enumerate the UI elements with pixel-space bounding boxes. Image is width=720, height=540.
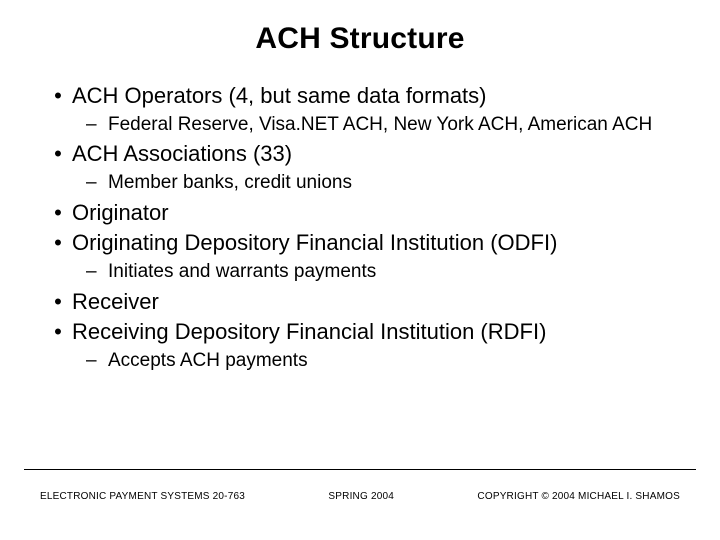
footer-right: COPYRIGHT © 2004 MICHAEL I. SHAMOS: [477, 491, 680, 502]
slide: ACH Structure • ACH Operators (4, but sa…: [0, 0, 720, 540]
bullet-rdfi: • Receiving Depository Financial Institu…: [44, 318, 680, 347]
bullet-odfi: • Originating Depository Financial Insti…: [44, 229, 680, 258]
dash-marker-icon: –: [86, 171, 108, 195]
bullet-text: ACH Operators (4, but same data formats): [72, 82, 680, 111]
dash-marker-icon: –: [86, 260, 108, 284]
bullet-receiver: • Receiver: [44, 288, 680, 317]
footer-divider: [24, 469, 696, 470]
bullet-marker-icon: •: [44, 82, 72, 111]
bullet-operators: • ACH Operators (4, but same data format…: [44, 82, 680, 111]
sub-bullet-rdfi-detail: – Accepts ACH payments: [44, 349, 680, 373]
sub-bullet-text: Member banks, credit unions: [108, 171, 680, 195]
bullet-text: ACH Associations (33): [72, 140, 680, 169]
dash-marker-icon: –: [86, 349, 108, 373]
slide-title: ACH Structure: [40, 22, 680, 56]
bullet-text: Originator: [72, 199, 680, 228]
sub-bullet-text: Federal Reserve, Visa.NET ACH, New York …: [108, 113, 680, 137]
sub-bullet-operators-list: – Federal Reserve, Visa.NET ACH, New Yor…: [44, 113, 680, 137]
sub-bullet-associations-members: – Member banks, credit unions: [44, 171, 680, 195]
bullet-marker-icon: •: [44, 318, 72, 347]
bullet-marker-icon: •: [44, 199, 72, 228]
slide-footer: ELECTRONIC PAYMENT SYSTEMS 20-763 SPRING…: [40, 491, 680, 502]
sub-bullet-odfi-detail: – Initiates and warrants payments: [44, 260, 680, 284]
footer-center: SPRING 2004: [328, 491, 394, 502]
bullet-originator: • Originator: [44, 199, 680, 228]
footer-left: ELECTRONIC PAYMENT SYSTEMS 20-763: [40, 491, 245, 502]
bullet-text: Receiving Depository Financial Instituti…: [72, 318, 680, 347]
sub-bullet-text: Initiates and warrants payments: [108, 260, 680, 284]
bullet-associations: • ACH Associations (33): [44, 140, 680, 169]
bullet-text: Receiver: [72, 288, 680, 317]
slide-content: • ACH Operators (4, but same data format…: [40, 82, 680, 373]
bullet-marker-icon: •: [44, 229, 72, 258]
bullet-marker-icon: •: [44, 140, 72, 169]
bullet-text: Originating Depository Financial Institu…: [72, 229, 680, 258]
dash-marker-icon: –: [86, 113, 108, 137]
sub-bullet-text: Accepts ACH payments: [108, 349, 680, 373]
bullet-marker-icon: •: [44, 288, 72, 317]
